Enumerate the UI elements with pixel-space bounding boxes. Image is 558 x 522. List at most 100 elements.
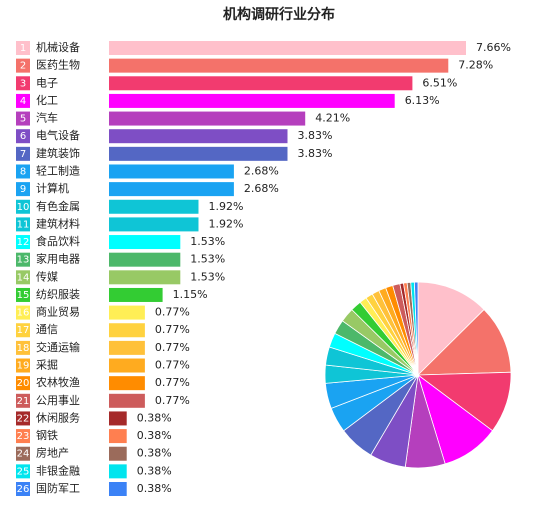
value-label: 0.77% — [155, 306, 190, 319]
category-label: 计算机 — [36, 181, 69, 195]
value-label: 0.38% — [137, 411, 172, 424]
rank-badge — [16, 376, 30, 391]
rank-label: 26 — [17, 484, 30, 495]
bar — [109, 111, 306, 126]
rank-badge — [16, 76, 30, 91]
rank-badge — [16, 429, 30, 444]
rank-badge — [16, 446, 30, 461]
category-label: 非银金融 — [36, 463, 80, 477]
value-label: 1.53% — [190, 235, 225, 248]
rank-badge — [16, 287, 30, 302]
rank-label: 2 — [20, 61, 26, 72]
bar — [109, 217, 199, 232]
rank-label: 10 — [17, 202, 30, 213]
category-label: 建筑材料 — [36, 216, 80, 230]
category-label: 建筑装饰 — [36, 146, 80, 160]
category-label: 交通运输 — [36, 340, 80, 354]
value-label: 2.68% — [244, 182, 279, 195]
rank-label: 14 — [17, 272, 30, 283]
rank-badge — [16, 93, 30, 108]
value-label: 0.77% — [155, 341, 190, 354]
bar — [109, 164, 234, 179]
rank-badge — [16, 41, 30, 55]
rank-label: 4 — [20, 96, 26, 107]
category-label: 家用电器 — [36, 252, 80, 266]
value-label: 7.66% — [476, 41, 511, 54]
category-label: 医药生物 — [36, 58, 80, 72]
category-label: 商业贸易 — [36, 305, 80, 319]
pie-slice — [416, 308, 512, 376]
category-label: 房地产 — [36, 446, 69, 460]
rank-label: 3 — [20, 78, 26, 89]
rank-label: 6 — [20, 131, 26, 142]
rank-label: 16 — [17, 308, 30, 319]
rank-label: 1 — [20, 43, 26, 54]
rank-label: 8 — [20, 166, 26, 177]
chart-title: 机构调研行业分布 — [223, 6, 335, 23]
value-label: 3.83% — [298, 129, 333, 142]
value-label: 3.83% — [298, 147, 333, 160]
category-label: 化工 — [36, 93, 58, 107]
rank-badge — [16, 146, 30, 161]
rank-label: 25 — [17, 466, 30, 477]
rank-badge — [16, 217, 30, 232]
value-label: 6.51% — [422, 76, 457, 89]
rank-label: 15 — [17, 290, 30, 301]
bar — [109, 446, 127, 461]
rank-label: 24 — [17, 449, 30, 460]
category-label: 休闲服务 — [36, 410, 80, 424]
value-label: 0.38% — [137, 482, 172, 495]
bar — [109, 358, 145, 373]
rank-label: 7 — [20, 149, 26, 160]
rank-badge — [16, 482, 30, 496]
rank-label: 9 — [20, 184, 26, 195]
bar — [109, 41, 466, 55]
rank-label: 5 — [20, 114, 26, 125]
rank-badge — [16, 340, 30, 355]
category-label: 汽车 — [36, 111, 58, 125]
bar — [109, 340, 145, 355]
rank-label: 19 — [17, 361, 30, 372]
bar — [109, 287, 163, 302]
category-label: 钢铁 — [36, 429, 58, 442]
pie-slice — [413, 281, 419, 376]
value-label: 1.15% — [173, 288, 208, 301]
rank-badge — [16, 58, 30, 73]
rank-badge — [16, 199, 30, 214]
rank-badge — [16, 305, 30, 320]
category-label: 通信 — [36, 323, 58, 336]
value-label: 4.21% — [315, 112, 350, 125]
category-label: 轻工制造 — [36, 163, 80, 177]
rank-label: 13 — [17, 255, 30, 266]
value-label: 0.77% — [155, 323, 190, 336]
value-label: 0.77% — [155, 376, 190, 389]
bar — [109, 129, 288, 144]
value-label: 2.68% — [244, 164, 279, 177]
value-label: 1.92% — [208, 217, 243, 230]
bar — [109, 482, 127, 496]
rank-label: 23 — [17, 431, 30, 442]
bar — [109, 393, 145, 408]
bar — [109, 76, 413, 91]
bar — [109, 376, 145, 391]
rank-badge — [16, 464, 30, 479]
value-label: 0.77% — [155, 359, 190, 372]
bar — [109, 58, 449, 73]
category-label: 公用事业 — [36, 394, 80, 407]
rank-badge — [16, 411, 30, 426]
bar — [109, 464, 127, 479]
rank-badge — [16, 270, 30, 285]
value-label: 0.77% — [155, 394, 190, 407]
category-label: 国防军工 — [36, 481, 80, 495]
value-label: 0.38% — [137, 429, 172, 442]
rank-label: 22 — [17, 413, 30, 424]
bar — [109, 429, 127, 444]
category-label: 机械设备 — [36, 40, 80, 54]
category-label: 电气设备 — [36, 128, 80, 142]
rank-label: 17 — [17, 325, 30, 336]
bar — [109, 252, 181, 267]
pie-slice — [417, 281, 485, 376]
bar — [109, 411, 127, 426]
value-label: 0.38% — [137, 447, 172, 460]
